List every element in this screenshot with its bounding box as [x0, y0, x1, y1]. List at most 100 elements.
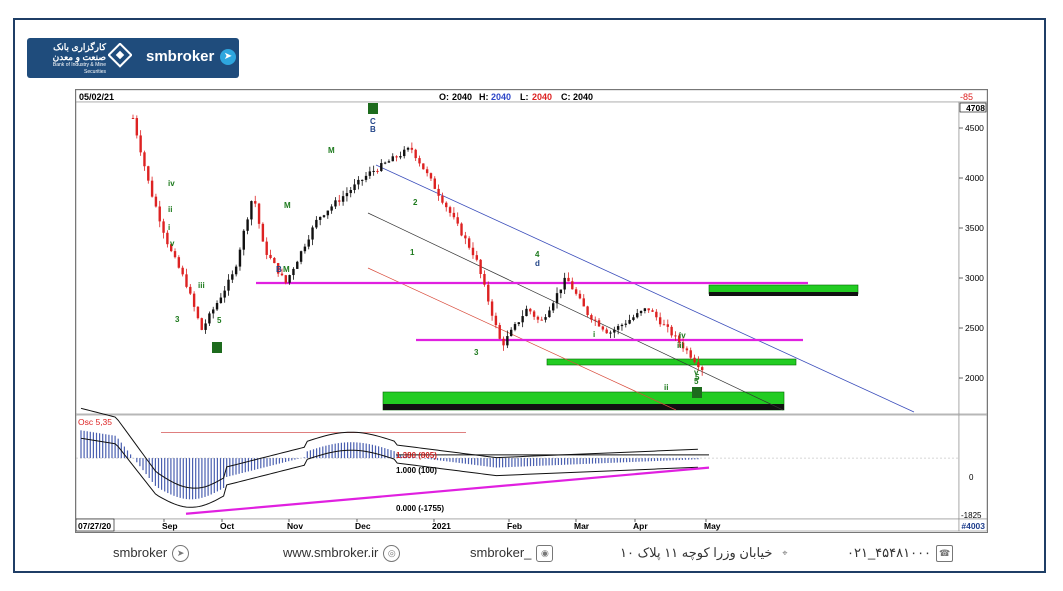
candle-body: [586, 306, 589, 316]
brand-header: [27, 38, 239, 78]
y-tick-label: 4000: [965, 173, 984, 183]
osc-label: Osc 5,35: [78, 417, 112, 427]
candle-body: [525, 308, 528, 317]
candle-body: [670, 326, 673, 336]
candle-body: [223, 290, 226, 298]
osc-fib-1000: 1.000 (100): [396, 466, 437, 475]
candle-body: [284, 275, 287, 283]
candle-body: [173, 251, 177, 258]
candle-body: [555, 293, 559, 304]
candle-body: [609, 332, 612, 334]
candle-body: [441, 195, 444, 203]
x-start-label: 07/27/20: [78, 521, 111, 531]
candle-body: [403, 149, 406, 157]
instagram-icon: ◉: [536, 545, 554, 563]
candle-body: [582, 298, 585, 307]
candle-body: [552, 303, 555, 311]
candle-body: [464, 235, 467, 239]
x-tick-label: Dec: [355, 521, 371, 531]
wave-label: 5: [695, 373, 700, 382]
candle-body: [674, 335, 677, 337]
candle-body: [212, 309, 215, 314]
wave-labels: 4CBMMM35Bivviiiiii214d53iviiiiiiv5: [168, 103, 702, 398]
candle-body: [693, 357, 696, 363]
header-right-value: -85: [960, 92, 973, 102]
candle-body: [559, 289, 563, 294]
candle-body: [345, 193, 349, 197]
candle-body: [433, 178, 436, 189]
open-value: 2040: [452, 92, 472, 102]
candle-body: [341, 196, 345, 202]
x-tick-label: 2021: [432, 521, 451, 531]
candle-body: [594, 319, 597, 321]
candle-body: [460, 223, 463, 236]
candle-body: [487, 284, 490, 302]
candle-body: [513, 324, 517, 330]
candle-body: [158, 206, 161, 222]
candle-body: [479, 259, 482, 275]
zone-dark-band: [383, 404, 784, 410]
x-tick-label: May: [704, 521, 721, 531]
candle-body: [613, 329, 616, 333]
candle-body: [181, 267, 184, 275]
wave-label: i: [168, 223, 170, 232]
candle-body: [452, 212, 456, 218]
candle-body: [658, 317, 662, 325]
candle-body: [261, 223, 265, 242]
candle-body: [571, 281, 574, 290]
wave-label: iv: [679, 331, 686, 340]
wave-degree-box: [212, 342, 222, 353]
support-zones: [382, 284, 859, 411]
brand-logo-text: کارگزاری بانک صنعت و معدن Bank of Indust…: [52, 42, 106, 75]
wave-label: iv: [168, 179, 175, 188]
candle-body: [361, 179, 364, 181]
wave-label: 3: [474, 348, 479, 357]
candle-body: [590, 315, 593, 320]
candle-body: [330, 206, 333, 211]
osc-axis-top: 0: [969, 473, 974, 482]
candle-body: [250, 201, 253, 220]
candle-body: [678, 335, 681, 343]
candle-body: [288, 275, 291, 283]
wave-label: 4: [535, 250, 540, 259]
candle-body: [689, 350, 692, 358]
candle-body: [322, 215, 326, 217]
candle-body: [636, 313, 639, 318]
candle-body: [280, 273, 284, 276]
candle-body: [299, 251, 303, 262]
candle-body: [303, 246, 307, 252]
candle-body: [700, 367, 704, 371]
candle-body: [422, 163, 425, 170]
candle-body: [231, 274, 234, 280]
header-date: 05/02/21: [79, 92, 114, 102]
candle-body: [143, 152, 146, 167]
candle-body: [605, 329, 608, 334]
candle-body: [529, 308, 532, 312]
footer-phone: ۰۲۱_۴۵۴۸۱۰۰۰ ☎: [847, 545, 954, 563]
candle-body: [269, 254, 272, 258]
channel-middle-line: [367, 212, 784, 411]
telegram-icon[interactable]: ➤: [220, 49, 236, 65]
candle-body: [681, 342, 685, 349]
candle-body: [685, 348, 689, 351]
candle-body: [192, 293, 196, 307]
location-pin-icon: ⌖: [782, 548, 788, 559]
phone-icon: ☎: [936, 545, 954, 563]
candle-body: [651, 310, 654, 312]
footer-telegram[interactable]: smbroker ➤: [113, 545, 190, 563]
candle-body: [208, 313, 211, 324]
candle-body: [376, 170, 379, 172]
candle-body: [624, 323, 627, 325]
footer-website[interactable]: www.smbroker.ir ◎: [283, 545, 401, 563]
osc-trend-line: [185, 466, 710, 515]
candle-body: [150, 180, 154, 197]
candle-body: [395, 156, 398, 158]
y-tick-label: 3000: [965, 273, 984, 283]
osc-lower-envelope: [80, 437, 698, 508]
oscillator: [76, 407, 959, 515]
candle-body: [364, 175, 368, 180]
candle-body: [490, 301, 494, 316]
candle-body: [639, 310, 643, 314]
footer-instagram[interactable]: smbroker_ ◉: [470, 545, 554, 563]
candle-body: [372, 170, 375, 172]
